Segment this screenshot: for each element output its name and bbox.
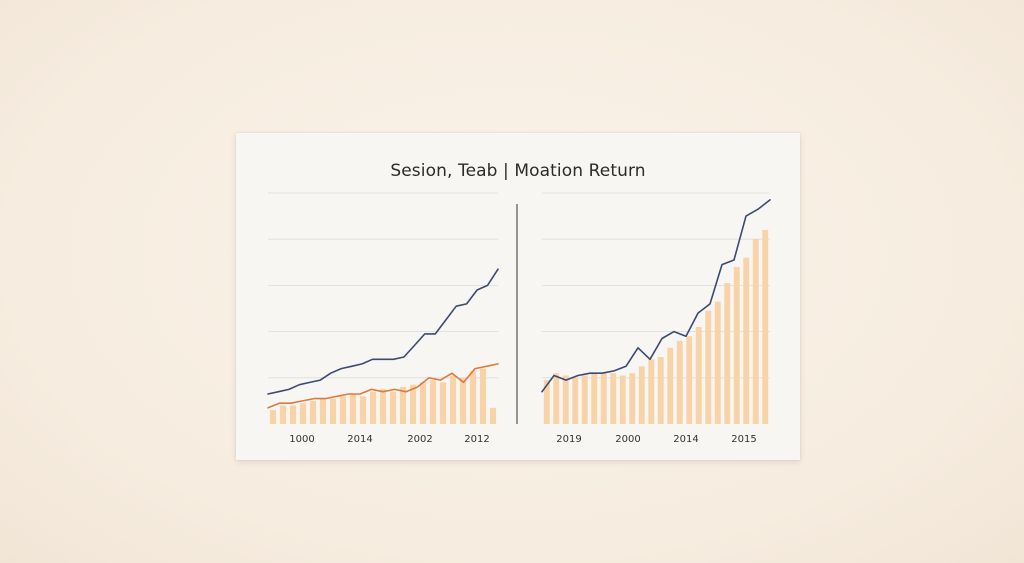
- bar-left: [269, 410, 277, 424]
- bar-right: [733, 266, 740, 424]
- bar-right: [572, 377, 579, 424]
- bar-right: [648, 359, 655, 424]
- bar-right: [762, 230, 769, 424]
- bar-right: [638, 366, 645, 425]
- x-tick-label-right: 2015: [731, 434, 756, 445]
- bar-right: [543, 380, 550, 424]
- bar-right: [619, 375, 626, 424]
- bar-right: [553, 373, 560, 424]
- bar-left: [409, 384, 417, 424]
- x-tick-label-left: 2014: [347, 434, 372, 445]
- bar-left: [369, 391, 377, 424]
- bar-left: [299, 403, 307, 424]
- bar-right: [657, 357, 664, 424]
- x-tick-label-left: 2012: [464, 434, 489, 445]
- line-series-orange-left: [267, 363, 499, 409]
- bar-right: [667, 347, 674, 424]
- x-tick-label-left: 2002: [407, 434, 432, 445]
- bar-left: [419, 382, 427, 424]
- chart-title: Sesion, Teab | Moation Return: [390, 161, 646, 181]
- bar-right: [695, 327, 702, 424]
- bar-left: [459, 377, 467, 424]
- bar-left: [469, 370, 477, 424]
- bar-left: [279, 405, 287, 424]
- chart-canvas: 1000 2014 2002 2012 2019 2000 2014 2015: [267, 192, 771, 445]
- bar-right: [752, 239, 759, 424]
- x-tick-label-right: 2000: [615, 434, 640, 445]
- bar-right: [562, 375, 569, 424]
- x-tick-label-right: 2019: [556, 434, 581, 445]
- line-series-navy-right: [541, 199, 771, 393]
- bar-left: [429, 380, 437, 424]
- bar-right: [705, 310, 712, 424]
- bar-left: [449, 375, 457, 424]
- bar-left: [439, 382, 447, 424]
- bar-left: [319, 398, 327, 424]
- bar-right: [591, 373, 598, 424]
- bar-right: [714, 301, 721, 424]
- bar-left: [479, 368, 487, 424]
- bar-left: [349, 394, 357, 424]
- bar-left: [309, 400, 317, 424]
- bar-left: [329, 398, 337, 424]
- bar-right: [743, 257, 750, 424]
- bar-left: [379, 389, 387, 424]
- bar-right: [686, 336, 693, 424]
- bar-right: [629, 373, 636, 424]
- bar-left: [289, 405, 297, 424]
- bar-left: [489, 407, 497, 424]
- chart-card: Sesion, Teab | Moation Return 1000 2014 20…: [236, 133, 800, 460]
- bar-left: [399, 387, 407, 424]
- bar-right: [600, 373, 607, 424]
- bar-right: [676, 340, 683, 424]
- x-tick-label-right: 2014: [673, 434, 698, 445]
- line-series-navy-left: [267, 268, 499, 395]
- bar-right: [581, 375, 588, 424]
- bar-left: [359, 396, 367, 424]
- x-tick-label-left: 1000: [289, 434, 314, 445]
- bar-right: [724, 283, 731, 424]
- bar-left: [339, 396, 347, 424]
- bar-left: [389, 391, 397, 424]
- bar-right: [610, 373, 617, 424]
